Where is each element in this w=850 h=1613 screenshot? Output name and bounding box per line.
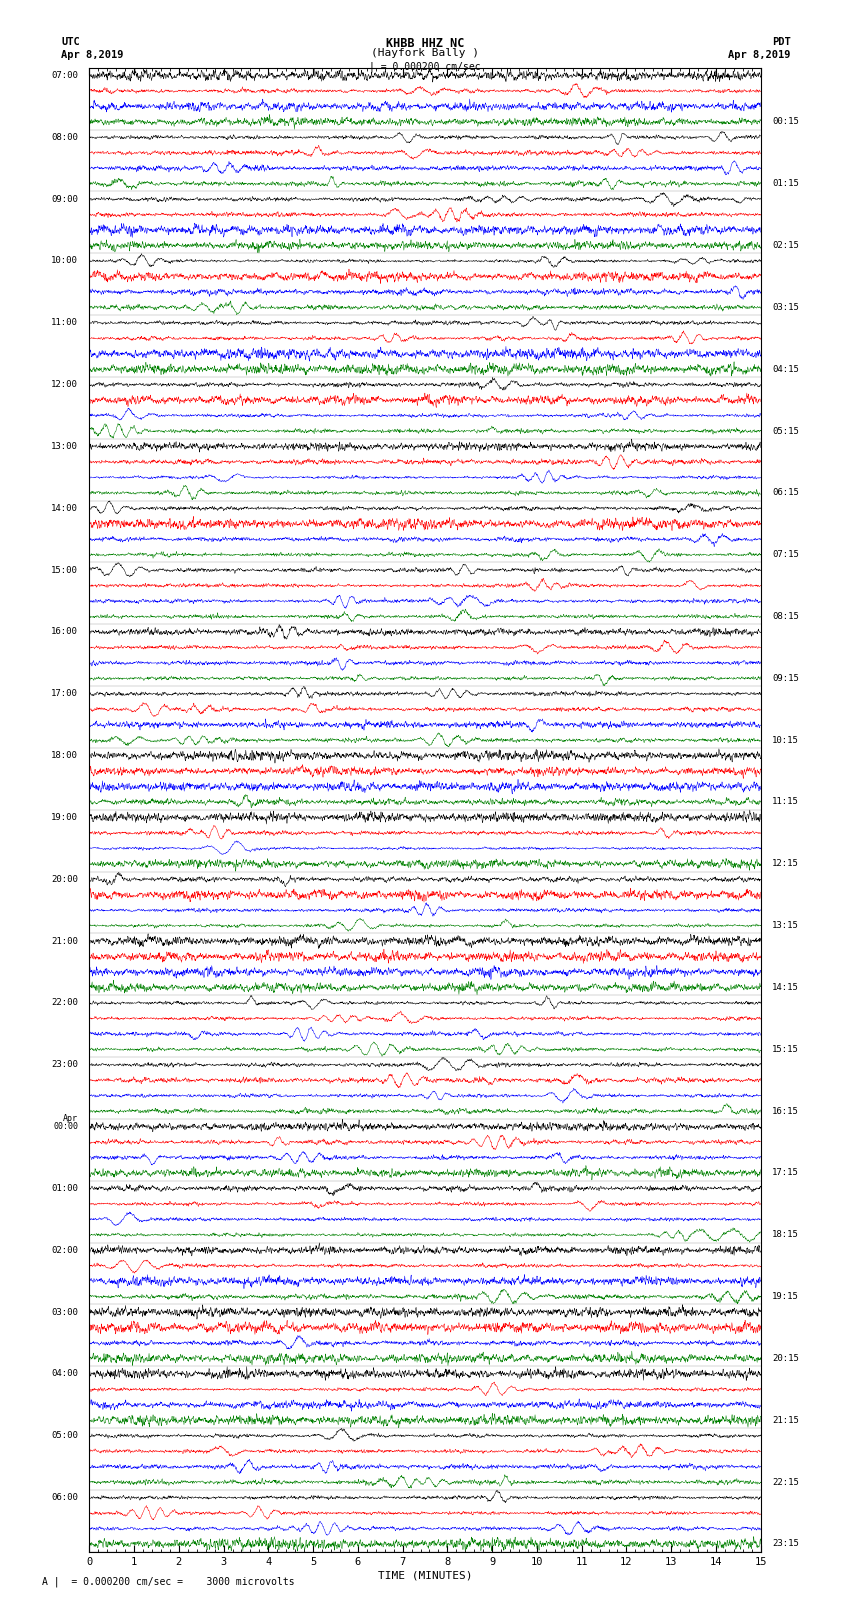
Text: 04:15: 04:15: [772, 365, 799, 374]
Text: 18:15: 18:15: [772, 1231, 799, 1239]
Text: 14:00: 14:00: [51, 503, 78, 513]
Text: 20:00: 20:00: [51, 874, 78, 884]
Text: 17:15: 17:15: [772, 1168, 799, 1177]
Text: 09:00: 09:00: [51, 195, 78, 203]
Text: 21:00: 21:00: [51, 937, 78, 945]
Text: PDT: PDT: [772, 37, 791, 47]
Text: 12:00: 12:00: [51, 381, 78, 389]
Text: | = 0.000200 cm/sec: | = 0.000200 cm/sec: [369, 61, 481, 73]
Text: 19:15: 19:15: [772, 1292, 799, 1302]
Text: 13:15: 13:15: [772, 921, 799, 931]
Text: 02:00: 02:00: [51, 1245, 78, 1255]
X-axis label: TIME (MINUTES): TIME (MINUTES): [377, 1571, 473, 1581]
Text: 08:15: 08:15: [772, 611, 799, 621]
Text: (Hayfork Bally ): (Hayfork Bally ): [371, 48, 479, 58]
Text: 11:15: 11:15: [772, 797, 799, 806]
Text: 16:00: 16:00: [51, 627, 78, 637]
Text: 16:15: 16:15: [772, 1107, 799, 1116]
Text: 12:15: 12:15: [772, 860, 799, 868]
Text: KHBB HHZ NC: KHBB HHZ NC: [386, 37, 464, 50]
Text: 08:00: 08:00: [51, 132, 78, 142]
Text: 23:15: 23:15: [772, 1539, 799, 1548]
Text: 15:15: 15:15: [772, 1045, 799, 1053]
Text: A |  = 0.000200 cm/sec =    3000 microvolts: A | = 0.000200 cm/sec = 3000 microvolts: [42, 1576, 295, 1587]
Text: 10:15: 10:15: [772, 736, 799, 745]
Text: 00:15: 00:15: [772, 118, 799, 126]
Text: 23:00: 23:00: [51, 1060, 78, 1069]
Text: 11:00: 11:00: [51, 318, 78, 327]
Text: 06:00: 06:00: [51, 1494, 78, 1502]
Text: 10:00: 10:00: [51, 256, 78, 266]
Text: 15:00: 15:00: [51, 566, 78, 574]
Text: Apr: Apr: [63, 1113, 78, 1123]
Text: 09:15: 09:15: [772, 674, 799, 682]
Text: 05:00: 05:00: [51, 1431, 78, 1440]
Text: 07:00: 07:00: [51, 71, 78, 81]
Text: 19:00: 19:00: [51, 813, 78, 823]
Text: 06:15: 06:15: [772, 489, 799, 497]
Text: 05:15: 05:15: [772, 426, 799, 436]
Text: 18:00: 18:00: [51, 752, 78, 760]
Text: 02:15: 02:15: [772, 240, 799, 250]
Text: 04:00: 04:00: [51, 1369, 78, 1379]
Text: 03:15: 03:15: [772, 303, 799, 311]
Text: 21:15: 21:15: [772, 1416, 799, 1424]
Text: 14:15: 14:15: [772, 982, 799, 992]
Text: 22:15: 22:15: [772, 1478, 799, 1487]
Text: 00:00: 00:00: [53, 1123, 78, 1131]
Text: 17:00: 17:00: [51, 689, 78, 698]
Text: 01:00: 01:00: [51, 1184, 78, 1194]
Text: Apr 8,2019: Apr 8,2019: [728, 50, 791, 60]
Text: 13:00: 13:00: [51, 442, 78, 452]
Text: 03:00: 03:00: [51, 1308, 78, 1316]
Text: 01:15: 01:15: [772, 179, 799, 189]
Text: 07:15: 07:15: [772, 550, 799, 560]
Text: 20:15: 20:15: [772, 1353, 799, 1363]
Text: UTC: UTC: [61, 37, 80, 47]
Text: Apr 8,2019: Apr 8,2019: [61, 50, 124, 60]
Text: 22:00: 22:00: [51, 998, 78, 1008]
